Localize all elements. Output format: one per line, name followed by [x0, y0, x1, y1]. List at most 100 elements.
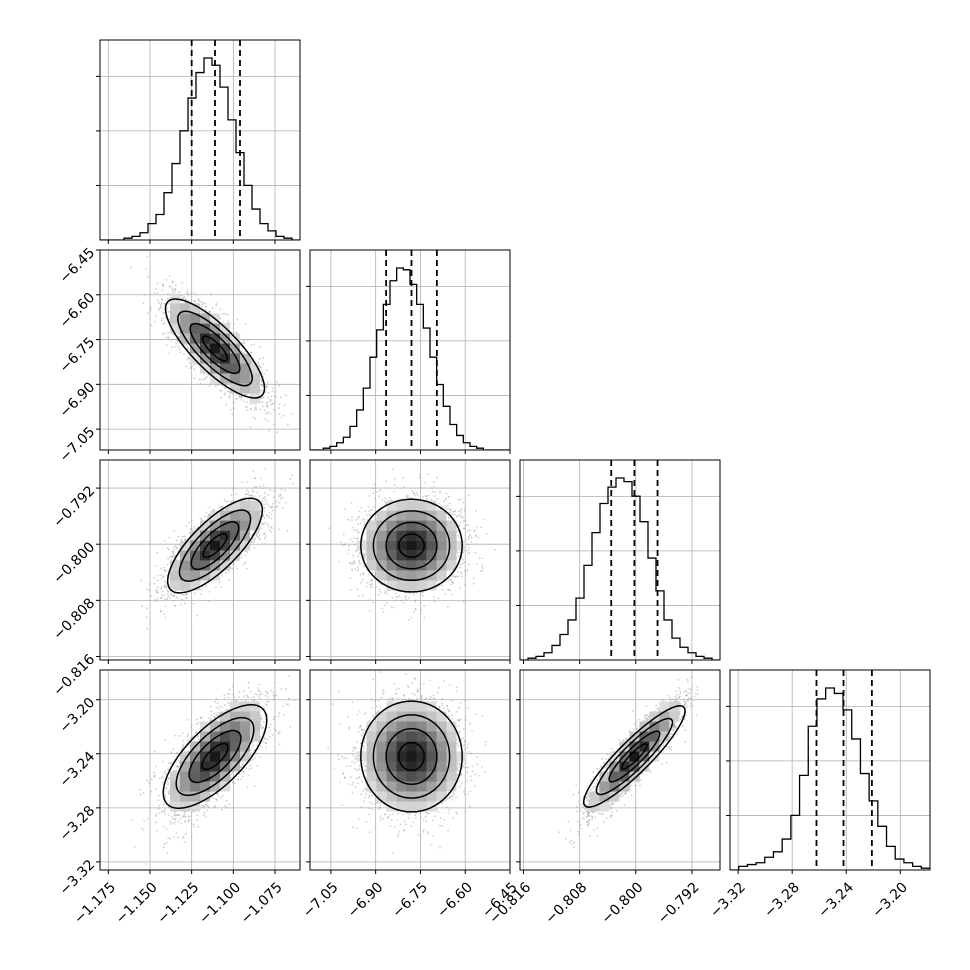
sample-point	[252, 470, 255, 472]
sample-point	[262, 523, 265, 526]
sample-point	[232, 488, 235, 491]
sample-point	[163, 322, 166, 325]
sample-point	[242, 351, 245, 354]
density-cell	[190, 313, 200, 324]
sample-point	[188, 357, 191, 360]
sample-point	[163, 566, 166, 569]
panel-0-0	[96, 39, 301, 244]
sample-point	[230, 567, 232, 570]
sample-point	[194, 300, 197, 303]
sample-point	[265, 369, 268, 372]
density-cell	[250, 383, 260, 394]
sample-point	[204, 305, 207, 308]
sample-point	[278, 407, 281, 410]
sample-point	[148, 293, 151, 296]
sample-point	[154, 600, 157, 603]
sample-point	[190, 299, 193, 302]
sample-point	[154, 598, 157, 601]
sample-point	[162, 576, 165, 578]
sample-point	[233, 331, 235, 334]
sample-point	[181, 281, 184, 284]
sample-point	[263, 532, 265, 535]
density-cell	[200, 353, 210, 364]
sample-point	[235, 493, 238, 495]
sample-point	[261, 371, 264, 374]
sample-point	[274, 390, 277, 393]
sample-point	[254, 407, 257, 410]
sample-point	[165, 336, 168, 339]
sample-point	[240, 398, 243, 401]
sample-point	[186, 359, 189, 361]
sample-point	[226, 390, 229, 393]
sample-point	[247, 490, 250, 493]
sample-point	[143, 293, 146, 296]
sample-point	[244, 554, 247, 557]
sample-point	[286, 529, 289, 532]
sample-point	[266, 503, 269, 505]
sample-point	[213, 508, 216, 511]
sample-point	[202, 378, 205, 381]
sample-point	[223, 392, 226, 395]
sample-point	[289, 477, 292, 480]
sample-point	[186, 292, 189, 295]
sample-point	[241, 350, 244, 353]
sample-point	[156, 292, 159, 294]
sample-point	[259, 408, 262, 411]
sample-point	[168, 319, 171, 321]
sample-point	[190, 293, 193, 295]
sample-point	[273, 402, 276, 405]
sample-point	[272, 387, 274, 390]
sample-point	[165, 279, 168, 281]
sample-point	[185, 597, 188, 600]
sample-point	[186, 592, 189, 595]
density-cell	[180, 313, 190, 324]
sample-point	[208, 506, 211, 509]
sample-point	[267, 396, 270, 399]
sample-point	[205, 309, 208, 311]
sample-point	[243, 339, 246, 342]
sample-point	[145, 268, 148, 270]
sample-point	[264, 521, 267, 524]
sample-point	[285, 394, 288, 397]
sample-point	[164, 586, 167, 589]
sample-point	[281, 496, 284, 499]
sample-point	[168, 310, 171, 313]
sample-point	[251, 491, 254, 493]
sample-point	[250, 351, 253, 354]
sample-point	[158, 307, 161, 310]
sample-point	[193, 363, 196, 366]
contour-level-2	[177, 310, 253, 387]
sample-point	[180, 294, 183, 297]
sample-point	[222, 312, 225, 315]
sample-point	[242, 563, 245, 566]
sample-point	[205, 376, 208, 378]
sample-point	[218, 507, 220, 509]
sample-point	[182, 353, 185, 355]
sample-point	[130, 266, 132, 269]
sample-point	[265, 405, 268, 408]
sample-point	[236, 318, 239, 321]
sample-point	[243, 342, 245, 345]
sample-point	[140, 579, 143, 582]
density-cell	[240, 383, 250, 394]
sample-point	[223, 499, 226, 502]
contour-level-3	[164, 298, 266, 399]
sample-point	[268, 516, 270, 519]
sample-point	[178, 348, 181, 350]
sample-point	[260, 397, 263, 400]
sample-point	[167, 336, 169, 338]
density-cell	[170, 303, 180, 314]
sample-point	[225, 571, 227, 574]
sample-point	[264, 409, 266, 411]
sample-point	[183, 602, 186, 605]
density-cell	[230, 373, 240, 384]
sample-point	[276, 380, 278, 383]
sample-point	[247, 338, 249, 341]
sample-point	[253, 539, 256, 541]
sample-point	[253, 343, 256, 346]
sample-point	[262, 357, 265, 359]
sample-point	[186, 346, 189, 349]
panel-frame	[99, 39, 301, 241]
sample-point	[218, 581, 221, 584]
sample-point	[240, 481, 243, 484]
